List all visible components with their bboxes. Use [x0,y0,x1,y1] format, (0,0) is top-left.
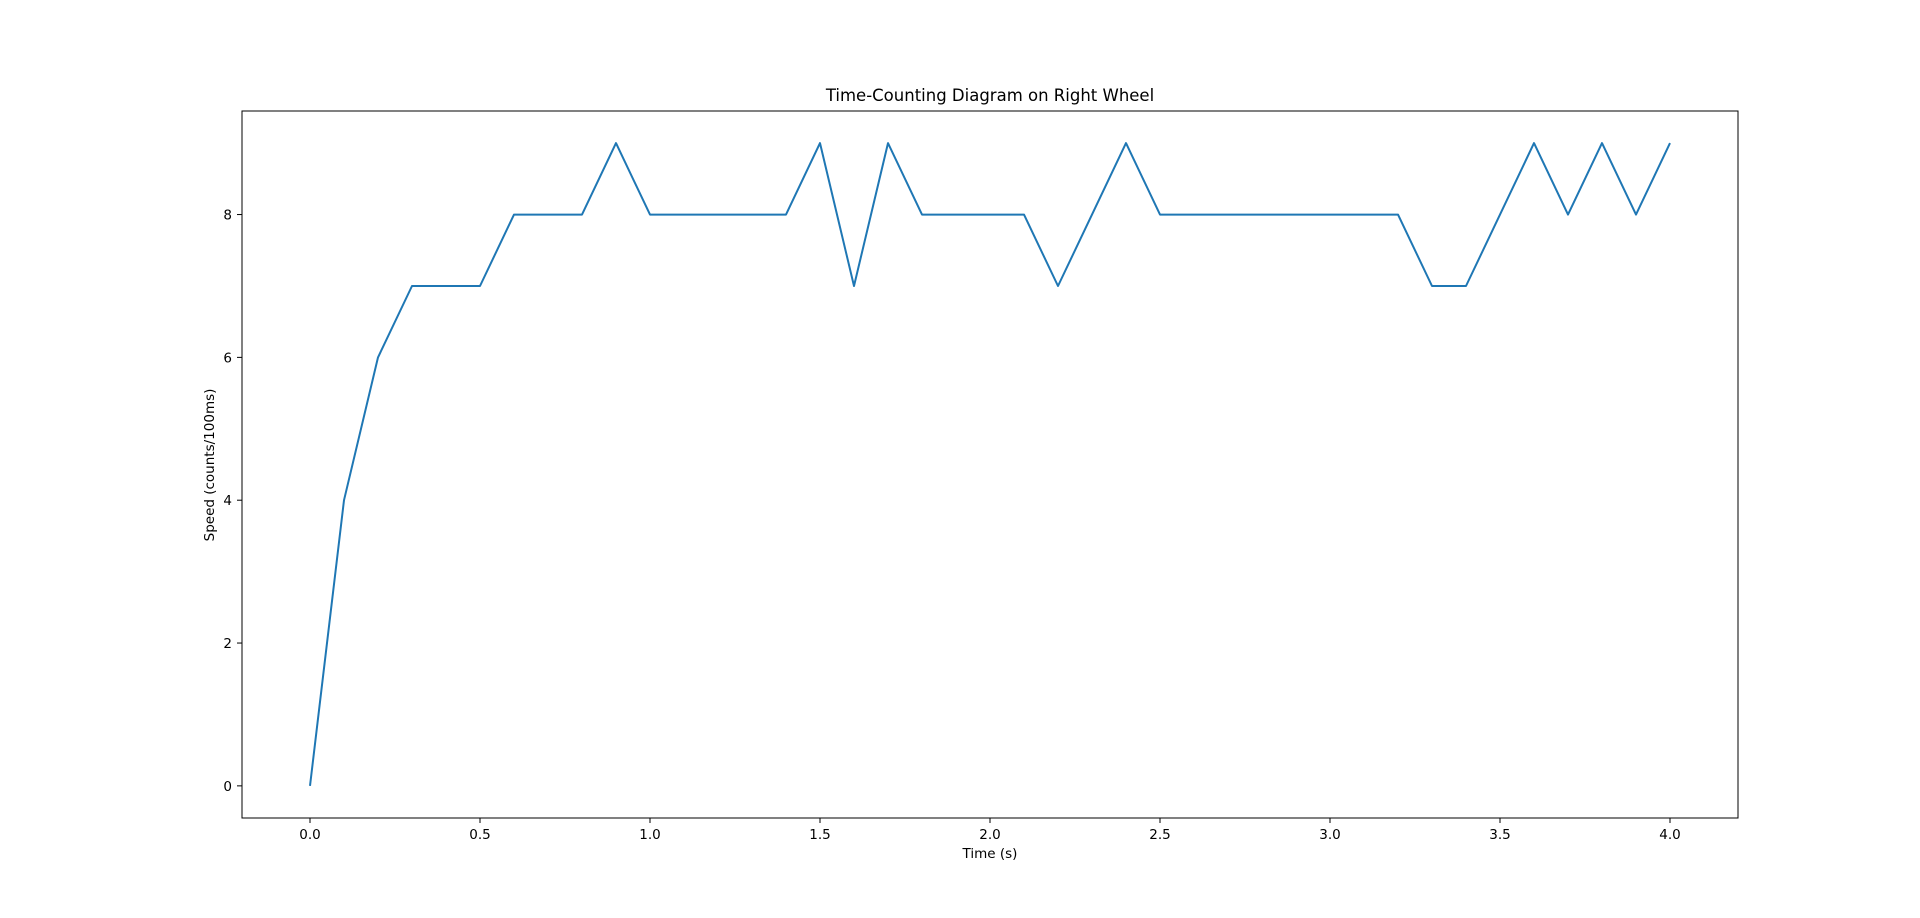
y-tick-label: 4 [223,493,232,509]
series-line [309,142,1671,787]
x-tick-label: 3.5 [1489,827,1510,843]
x-tick-label: 4.0 [1659,827,1680,843]
x-tick-label: 0.0 [299,827,320,843]
plot-frame [241,110,1739,819]
chart-title: Time-Counting Diagram on Right Wheel [825,86,1154,105]
x-tick-label: 0.5 [469,827,490,843]
x-axis: 0.0 0.5 1.0 1.5 2.0 2.5 3.0 3.5 4.0 [299,818,1681,843]
y-tick-label: 2 [223,636,232,652]
x-tick-label: 2.0 [979,827,1000,843]
x-tick-label: 3.0 [1319,827,1340,843]
y-tick-label: 6 [223,350,232,366]
x-tick-label: 1.5 [809,827,830,843]
y-axis-label: Speed (counts/100ms) [202,389,218,542]
y-axis: 0 2 4 6 8 [223,208,242,795]
y-tick-label: 0 [223,779,232,795]
x-axis-label: Time (s) [962,846,1018,862]
y-tick-label: 8 [223,208,232,224]
x-tick-label: 1.0 [639,827,660,843]
plot-area [309,142,1671,787]
x-tick-label: 2.5 [1149,827,1170,843]
